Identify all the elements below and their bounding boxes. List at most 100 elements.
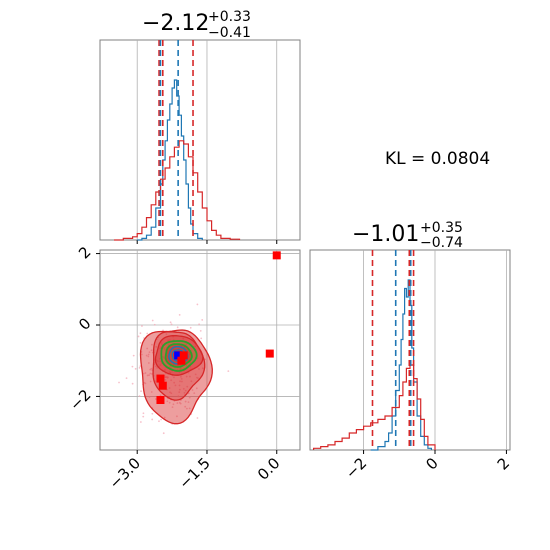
marginal-y-x-tick-label: −2 [342,454,370,482]
joint-scatter-point [174,384,177,387]
joint-scatter-point [168,339,171,341]
marginal-y-x-tick-label: 2 [494,454,513,473]
joint-scatter-point [151,373,153,375]
joint-scatter-point [182,337,185,340]
joint-scatter-point [150,391,153,393]
joint-scatter-point [156,360,159,363]
joint-scatter-point [147,353,150,356]
joint-scatter-point [169,391,171,394]
joint-scatter-point [194,345,197,348]
joint-x-tick-label: −1.5 [175,454,213,492]
joint-scatter-point [177,395,180,398]
joint-scatter-point [165,333,168,336]
marginal-x-grid [136,40,278,244]
joint-scatter-point [201,367,204,370]
joint-scatter-point [196,417,199,419]
joint-scatter-point [159,394,162,397]
joint-scatter-point [164,348,166,351]
joint-scatter-point [178,388,181,391]
joint-scatter-point [131,365,134,368]
joint-scatter-point [141,325,143,327]
joint-scatter-point [185,375,188,378]
joint-scatter-point [118,381,120,384]
joint-scatter-point [201,319,204,321]
joint-scatter-point [181,380,183,383]
kl-annotation: KL = 0.0804 [385,149,490,169]
joint-scatter-point [190,380,193,383]
joint-scatter-point [184,389,187,392]
joint-scatter-point [185,407,188,410]
joint-scatter-point [148,374,150,377]
joint-scatter-point [139,421,142,423]
joint-scatter-point [148,396,151,398]
joint-scatter-point [178,313,181,316]
joint-scatter-point [159,360,162,363]
marginal-y-x-ticks: −2 0 2 [342,450,513,482]
joint-scatter-point [227,370,230,373]
joint-scatter-point [191,389,194,391]
joint-marker [158,381,167,390]
marginal-x-title-sup: +0.33 [208,9,251,25]
joint-x-tick-label: 0.0 [254,454,284,484]
marginal-x-panel: −2.12 +0.33 −0.41 [99,9,301,244]
joint-scatter-point [144,372,147,374]
joint-scatter-point [197,377,199,380]
joint-scatter-point [163,347,165,350]
joint-scatter-point [189,375,191,378]
joint-scatter-point [179,402,182,405]
joint-scatter-point [164,379,167,381]
marginal-x-title: −2.12 [142,11,209,36]
joint-scatter-point [125,377,128,380]
joint-scatter-point [166,400,169,403]
joint-scatter-point [179,380,181,383]
joint-scatter-point [172,403,175,406]
joint-scatter-point [139,341,142,344]
joint-scatter-point [155,345,158,348]
joint-scatter-point [160,418,162,421]
joint-scatter-point [132,354,135,357]
joint-scatter-point [142,415,145,418]
marginal-y-vlines [371,250,415,450]
joint-scatter-point [182,387,185,390]
joint-scatter-point [138,395,141,398]
joint-scatter-point [150,349,153,352]
joint-marker [177,356,186,365]
joint-scatter-point [188,407,191,410]
joint-scatter-point [173,381,176,384]
marginal-y-title-sub: −0.74 [420,235,463,251]
joint-scatter-point [151,412,154,415]
marginal-y-x-tick-label: 0 [422,454,441,473]
marginal-y-grid [363,250,507,450]
joint-y-tick-label: 2 [75,243,94,262]
joint-scatter-point [176,326,179,329]
joint-scatter-point [151,343,153,346]
joint-scatter-point [184,405,187,408]
joint-grid [100,250,300,450]
joint-contours [139,329,213,425]
joint-marker [156,374,165,383]
joint-scatter-point [176,402,179,404]
joint-scatter-point [187,401,190,403]
joint-scatter-point [153,323,156,326]
joint-scatter-point [162,432,165,435]
joint-scatter-point [189,326,192,329]
joint-scatter-point [146,347,149,350]
marginal-x-vlines [158,40,194,240]
joint-scatter-point [185,364,188,367]
joint-scatter-point [159,364,162,366]
joint-scatter-point [179,367,182,370]
joint-scatter-point [168,387,171,389]
marginal-y-series-line [370,279,432,451]
joint-scatter-point [147,355,150,358]
joint-scatter-point [155,365,157,368]
joint-scatter-point [173,376,175,379]
joint-marker [174,351,183,360]
joint-scatter-point [146,374,149,377]
marginal-y-panel: −2 0 2 −1.01 +0.35 −0.74 [309,220,513,482]
joint-scatter-point [160,342,163,344]
joint-scatter-point [139,332,142,335]
joint-scatter-point [184,400,187,403]
joint-scatter-point [170,392,173,395]
joint-scatter-point [154,398,157,400]
